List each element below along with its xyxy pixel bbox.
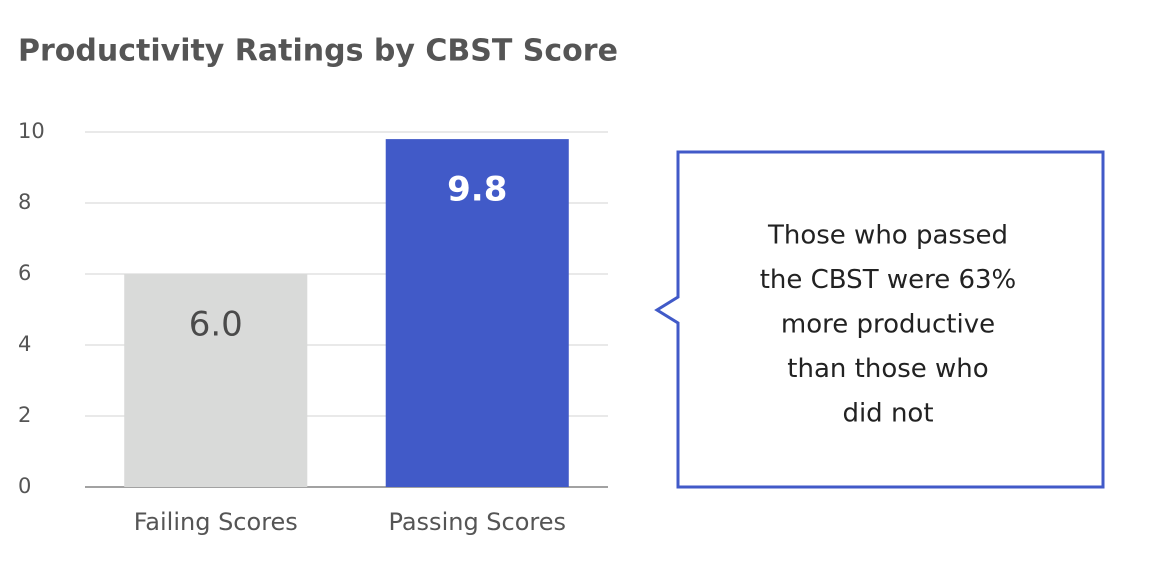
chart-title: Productivity Ratings by CBST Score — [18, 34, 618, 69]
callout-box — [654, 150, 1105, 489]
y-tick-label: 2 — [18, 403, 31, 427]
bar — [124, 274, 308, 487]
y-tick-label: 6 — [18, 261, 31, 285]
annotation-line: more productive — [781, 310, 995, 340]
value-label: 9.8 — [447, 170, 507, 210]
y-tick-label: 0 — [18, 474, 31, 498]
value-label: 6.0 — [189, 305, 243, 345]
x-tick-label: Passing Scores — [388, 508, 566, 536]
y-tick-label: 8 — [18, 190, 31, 214]
annotation-line: the CBST were 63% — [760, 265, 1017, 295]
y-tick-label: 10 — [18, 119, 45, 143]
x-tick-label: Failing Scores — [134, 508, 298, 536]
annotation-line: Those who passed — [767, 221, 1008, 251]
annotation-line: than those who — [787, 354, 988, 384]
annotation-line: did not — [842, 399, 933, 429]
y-tick-label: 4 — [18, 332, 31, 356]
bar — [385, 139, 569, 487]
